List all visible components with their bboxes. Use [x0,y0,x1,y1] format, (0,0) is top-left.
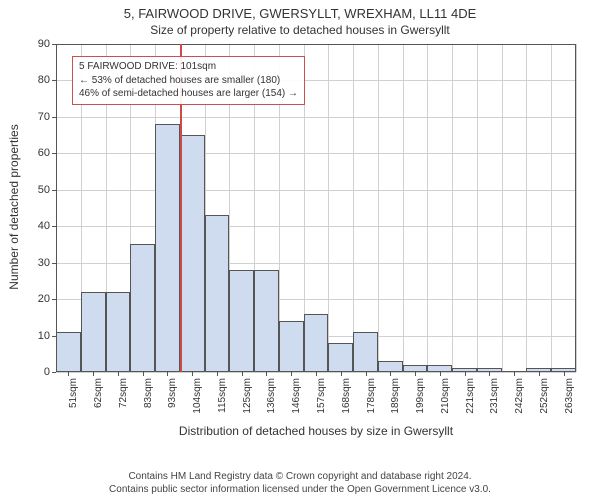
x-tick-label: 178sqm [366,378,377,428]
annotation-line-1: 5 FAIRWOOD DRIVE: 101sqm [79,60,298,74]
y-tick-label: 20 [28,293,50,305]
x-tick-label: 221sqm [465,378,476,428]
x-tick-label: 242sqm [514,378,525,428]
y-tick-mark [52,226,56,227]
y-tick-label: 90 [28,38,50,50]
x-tick-label: 189sqm [390,378,401,428]
x-tick-label: 115sqm [217,378,228,428]
gridline-v [576,44,577,372]
x-tick-label: 199sqm [415,378,426,428]
y-tick-label: 80 [28,74,50,86]
y-tick-mark [52,44,56,45]
x-tick-label: 51sqm [68,378,79,428]
x-tick-mark [93,372,94,376]
y-axis-label: Number of detached properties [7,107,21,307]
x-tick-label: 125sqm [242,378,253,428]
x-tick-mark [465,372,466,376]
x-tick-label: 83sqm [143,378,154,428]
y-tick-mark [52,336,56,337]
y-tick-label: 40 [28,220,50,232]
x-tick-label: 146sqm [291,378,302,428]
x-tick-label: 168sqm [341,378,352,428]
attribution-line-2: Contains public sector information licen… [0,483,600,496]
x-tick-label: 231sqm [489,378,500,428]
x-tick-mark [291,372,292,376]
page-subtitle: Size of property relative to detached ho… [0,21,600,37]
y-tick-label: 50 [28,184,50,196]
x-tick-label: 104sqm [192,378,203,428]
x-tick-mark [316,372,317,376]
x-tick-mark [390,372,391,376]
x-tick-mark [68,372,69,376]
y-tick-mark [52,190,56,191]
y-tick-mark [52,153,56,154]
x-tick-mark [143,372,144,376]
y-tick-label: 70 [28,111,50,123]
y-tick-mark [52,80,56,81]
x-tick-mark [489,372,490,376]
x-tick-mark [118,372,119,376]
attribution: Contains HM Land Registry data © Crown c… [0,470,600,496]
x-tick-label: 136sqm [266,378,277,428]
x-tick-label: 157sqm [316,378,327,428]
y-tick-label: 30 [28,257,50,269]
x-tick-mark [440,372,441,376]
attribution-line-1: Contains HM Land Registry data © Crown c… [0,470,600,483]
y-tick-label: 10 [28,330,50,342]
x-tick-mark [539,372,540,376]
x-tick-mark [415,372,416,376]
annotation-box: 5 FAIRWOOD DRIVE: 101sqm ← 53% of detach… [72,56,305,105]
x-tick-mark [514,372,515,376]
x-tick-label: 62sqm [93,378,104,428]
x-tick-label: 252sqm [539,378,550,428]
x-tick-mark [242,372,243,376]
y-tick-mark [52,117,56,118]
x-tick-mark [366,372,367,376]
x-tick-mark [564,372,565,376]
x-tick-mark [217,372,218,376]
x-tick-label: 210sqm [440,378,451,428]
x-tick-mark [266,372,267,376]
annotation-line-2: ← 53% of detached houses are smaller (18… [79,74,298,88]
y-tick-mark [52,299,56,300]
y-tick-mark [52,372,56,373]
page-title: 5, FAIRWOOD DRIVE, GWERSYLLT, WREXHAM, L… [0,0,600,21]
x-tick-mark [341,372,342,376]
x-tick-mark [192,372,193,376]
y-tick-label: 0 [28,366,50,378]
x-tick-mark [167,372,168,376]
y-tick-mark [52,263,56,264]
x-tick-label: 263sqm [564,378,575,428]
annotation-line-3: 46% of semi-detached houses are larger (… [79,87,298,101]
x-tick-label: 72sqm [118,378,129,428]
y-tick-label: 60 [28,147,50,159]
x-tick-label: 93sqm [167,378,178,428]
